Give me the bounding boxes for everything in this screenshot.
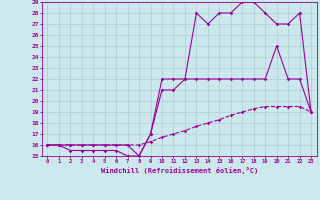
X-axis label: Windchill (Refroidissement éolien,°C): Windchill (Refroidissement éolien,°C) (100, 167, 258, 174)
